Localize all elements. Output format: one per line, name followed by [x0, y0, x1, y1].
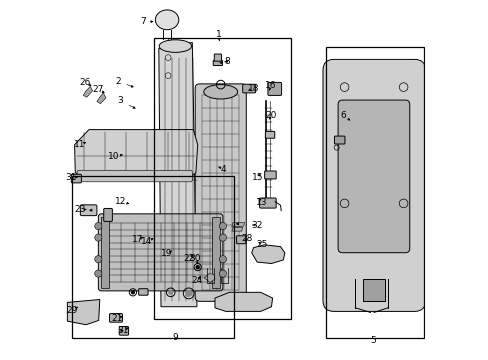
Polygon shape	[83, 86, 92, 97]
Text: 5: 5	[370, 336, 375, 345]
FancyBboxPatch shape	[214, 54, 221, 61]
Text: 1: 1	[216, 30, 222, 39]
Polygon shape	[231, 222, 244, 227]
FancyBboxPatch shape	[195, 84, 246, 301]
Polygon shape	[159, 42, 197, 307]
Circle shape	[131, 291, 134, 294]
Text: 19: 19	[161, 249, 172, 258]
Polygon shape	[75, 130, 197, 177]
Text: 29: 29	[66, 306, 78, 315]
Text: 30: 30	[189, 254, 200, 263]
FancyBboxPatch shape	[80, 205, 97, 216]
Circle shape	[219, 222, 226, 230]
Polygon shape	[97, 93, 106, 104]
Ellipse shape	[159, 40, 191, 52]
FancyBboxPatch shape	[337, 100, 409, 253]
FancyBboxPatch shape	[334, 136, 344, 144]
Text: 31: 31	[65, 173, 77, 181]
Text: 24: 24	[191, 276, 202, 284]
Bar	[153, 38, 290, 319]
Polygon shape	[67, 300, 100, 325]
FancyBboxPatch shape	[109, 314, 122, 322]
FancyBboxPatch shape	[267, 82, 281, 95]
Text: 13: 13	[256, 198, 267, 207]
Text: 7: 7	[140, 17, 145, 26]
Text: 2: 2	[115, 77, 121, 85]
FancyBboxPatch shape	[322, 59, 425, 311]
Circle shape	[219, 256, 226, 263]
Ellipse shape	[155, 10, 179, 30]
Circle shape	[168, 291, 172, 294]
Circle shape	[219, 270, 226, 277]
Text: 28: 28	[241, 234, 253, 243]
Text: 31: 31	[117, 326, 128, 335]
Text: 8: 8	[224, 57, 230, 66]
Circle shape	[196, 266, 199, 269]
Bar	[101, 217, 109, 288]
FancyBboxPatch shape	[259, 198, 276, 208]
Text: 17: 17	[131, 235, 142, 244]
Text: 26: 26	[80, 78, 91, 87]
FancyBboxPatch shape	[265, 131, 274, 138]
FancyBboxPatch shape	[139, 289, 148, 295]
FancyBboxPatch shape	[98, 214, 223, 291]
Bar	[72, 176, 233, 338]
Text: 10: 10	[108, 152, 120, 161]
Polygon shape	[215, 292, 272, 311]
Text: 11: 11	[74, 140, 85, 149]
Text: 21: 21	[111, 314, 122, 323]
Text: 15: 15	[252, 173, 264, 181]
Circle shape	[185, 291, 191, 296]
FancyBboxPatch shape	[242, 84, 255, 93]
Text: 32: 32	[251, 220, 262, 230]
Polygon shape	[204, 274, 215, 283]
Bar	[325, 47, 423, 338]
Circle shape	[95, 234, 102, 241]
Text: 14: 14	[141, 237, 152, 246]
Text: 22: 22	[183, 254, 194, 263]
Text: 27: 27	[92, 85, 103, 94]
FancyBboxPatch shape	[103, 208, 112, 221]
Text: 12: 12	[114, 197, 126, 206]
Polygon shape	[231, 228, 242, 231]
Text: 6: 6	[340, 111, 346, 120]
FancyBboxPatch shape	[71, 174, 81, 183]
Circle shape	[95, 270, 102, 277]
Text: 25: 25	[256, 240, 267, 248]
Text: 4: 4	[221, 165, 226, 174]
FancyBboxPatch shape	[77, 170, 192, 182]
Circle shape	[95, 256, 102, 263]
Circle shape	[95, 222, 102, 230]
Text: 23: 23	[74, 205, 85, 214]
Text: 3: 3	[117, 96, 123, 105]
FancyBboxPatch shape	[213, 60, 222, 66]
Text: 18: 18	[247, 84, 259, 93]
FancyBboxPatch shape	[119, 327, 128, 335]
Text: 9: 9	[172, 333, 178, 342]
Text: 16: 16	[265, 81, 276, 90]
Bar	[362, 279, 384, 301]
Circle shape	[219, 234, 226, 241]
Ellipse shape	[203, 85, 237, 99]
FancyBboxPatch shape	[236, 236, 245, 244]
Polygon shape	[251, 245, 284, 264]
FancyBboxPatch shape	[264, 171, 276, 179]
Text: 20: 20	[265, 111, 277, 120]
Bar	[212, 217, 220, 288]
